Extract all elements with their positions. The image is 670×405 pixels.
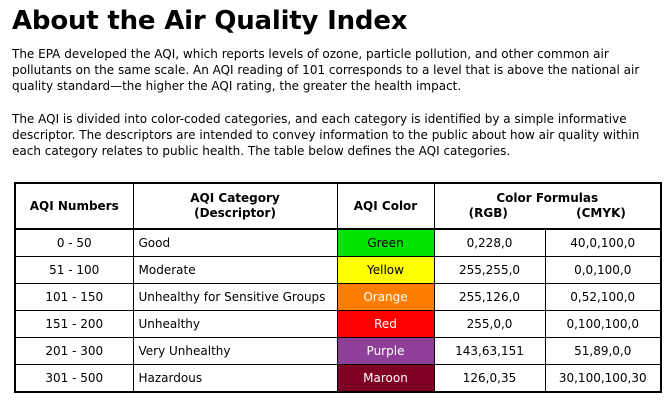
aqi-category-cell: Hazardous	[132, 364, 338, 393]
aqi-row: 151 - 200 Unhealthy Red 255,0,0 0,100,100,0	[14, 310, 662, 338]
header-aqi-numbers: AQI Numbers	[14, 182, 134, 230]
aqi-rgb-cell: 255,255,0	[433, 256, 546, 284]
aqi-cmyk-cell: 30,100,100,30	[544, 364, 662, 393]
header-cmyk: (CMYK)	[576, 206, 626, 220]
aqi-table: AQI Numbers AQI Category (Descriptor) AQ…	[14, 182, 662, 393]
aqi-color-cell: Green	[336, 228, 435, 257]
aqi-range-cell: 151 - 200	[14, 310, 134, 338]
aqi-range-cell: 51 - 100	[14, 256, 134, 284]
aqi-row: 0 - 50 Good Green 0,228,0 40,0,100,0	[14, 228, 662, 257]
aqi-rgb-cell: 255,0,0	[433, 310, 546, 338]
aqi-cmyk-cell: 51,89,0,0	[544, 337, 662, 365]
aqi-category-cell: Good	[132, 228, 338, 257]
aqi-rgb-cell: 0,228,0	[433, 228, 546, 257]
header-color-formulas: Color Formulas (RGB) (CMYK)	[433, 182, 662, 230]
aqi-color-cell: Purple	[336, 337, 435, 365]
aqi-category-cell: Unhealthy for Sensitive Groups	[132, 283, 338, 311]
aqi-table-body: 0 - 50 Good Green 0,228,0 40,0,100,0 51 - 100…	[14, 228, 662, 393]
aqi-table-header-row: AQI Numbers AQI Category (Descriptor) AQ…	[14, 182, 662, 230]
header-aqi-color: AQI Color	[336, 182, 435, 230]
aqi-color-cell: Yellow	[336, 256, 435, 284]
header-rgb: (RGB)	[468, 206, 508, 220]
aqi-row: 51 - 100 Moderate Yellow 255,255,0 0,0,100,0	[14, 256, 662, 284]
intro-paragraph: The EPA developed the AQI, which reports…	[12, 47, 640, 93]
aqi-row: 101 - 150 Unhealthy for Sensitive Groups O…	[14, 283, 662, 311]
aqi-range-cell: 301 - 500	[14, 364, 134, 393]
aqi-color-cell: Maroon	[336, 364, 435, 393]
aqi-rgb-cell: 255,126,0	[433, 283, 546, 311]
categories-paragraph: The AQI is divided into color-coded cate…	[12, 112, 640, 158]
aqi-color-cell: Orange	[336, 283, 435, 311]
header-color-formulas-label: Color Formulas	[496, 191, 599, 205]
header-aqi-category: AQI Category (Descriptor)	[132, 182, 338, 230]
aqi-cmyk-cell: 0,52,100,0	[544, 283, 662, 311]
page-title: About the Air Quality Index	[12, 6, 408, 36]
header-aqi-category-line1: AQI Category	[190, 191, 280, 205]
aqi-category-cell: Moderate	[132, 256, 338, 284]
aqi-row: 201 - 300 Very Unhealthy Purple 143,63,151 5…	[14, 337, 662, 365]
aqi-row: 301 - 500 Hazardous Maroon 126,0,35 30,100,1…	[14, 364, 662, 393]
aqi-range-cell: 101 - 150	[14, 283, 134, 311]
aqi-rgb-cell: 143,63,151	[433, 337, 546, 365]
aqi-cmyk-cell: 0,0,100,0	[544, 256, 662, 284]
aqi-color-cell: Red	[336, 310, 435, 338]
aqi-range-cell: 0 - 50	[14, 228, 134, 257]
aqi-range-cell: 201 - 300	[14, 337, 134, 365]
header-aqi-category-line2: (Descriptor)	[194, 206, 276, 220]
aqi-category-cell: Very Unhealthy	[132, 337, 338, 365]
aqi-cmyk-cell: 0,100,100,0	[544, 310, 662, 338]
aqi-cmyk-cell: 40,0,100,0	[544, 228, 662, 257]
aqi-rgb-cell: 126,0,35	[433, 364, 546, 393]
aqi-category-cell: Unhealthy	[132, 310, 338, 338]
